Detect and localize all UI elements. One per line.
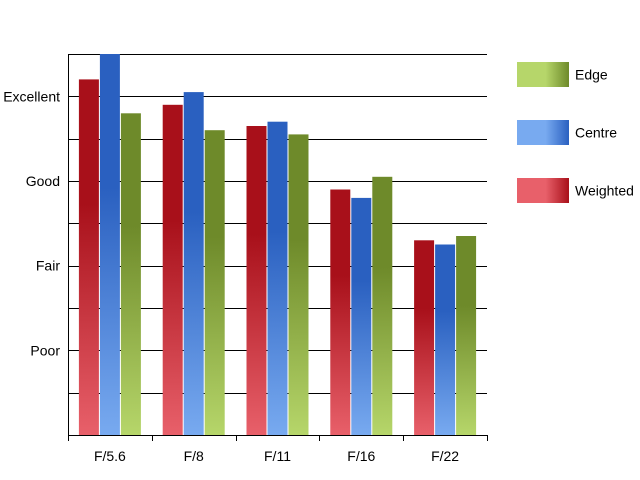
bar-edge-f-5-6	[120, 113, 141, 436]
axes	[68, 54, 488, 441]
bar-edge-f-22	[456, 236, 477, 435]
legend-item-edge: Edge	[517, 62, 608, 87]
y-tick-label-fair: Fair	[36, 258, 60, 274]
bar-centre-f-11	[267, 121, 288, 435]
legend-item-weighted: Weighted	[517, 178, 634, 203]
bar-centre-f-16	[351, 197, 372, 435]
bar-weighted-f-22	[414, 240, 435, 435]
bar-weighted-f-5-6	[78, 79, 99, 436]
bar-weighted-f-16	[330, 189, 351, 435]
x-tick-label-f-8: F/8	[184, 448, 204, 464]
bar-centre-f-8	[183, 92, 204, 435]
legend-label-weighted: Weighted	[575, 183, 634, 199]
legend-swatch-edge	[517, 62, 569, 87]
bar-edge-f-16	[372, 176, 393, 436]
bar-weighted-f-8	[162, 104, 183, 436]
y-tick-label-excellent: Excellent	[3, 88, 60, 104]
x-tick-labels: F/5.6 F/8 F/11 F/16 F/22	[94, 448, 459, 464]
bar-centre-f-22	[435, 244, 456, 435]
legend-swatch-weighted	[517, 178, 569, 203]
bar-weighted-f-11	[246, 126, 267, 435]
legend-item-centre: Centre	[517, 120, 617, 145]
legend-swatch-centre	[517, 120, 569, 145]
bars	[78, 54, 477, 436]
y-tick-label-poor: Poor	[30, 342, 60, 358]
x-tick-label-f-16: F/16	[347, 448, 375, 464]
x-tick-label-f-11: F/11	[264, 448, 291, 464]
legend: Edge Centre Weighted	[517, 62, 634, 203]
x-tick-label-f-5-6: F/5.6	[94, 448, 126, 464]
legend-label-centre: Centre	[575, 125, 617, 141]
x-tick-label-f-22: F/22	[431, 448, 459, 464]
bar-edge-f-11	[288, 134, 309, 435]
legend-label-edge: Edge	[575, 67, 608, 83]
y-tick-labels: Poor Fair Good Excellent	[3, 88, 60, 358]
bar-centre-f-5-6	[99, 54, 120, 435]
bar-edge-f-8	[204, 130, 225, 435]
y-tick-label-good: Good	[26, 173, 60, 189]
